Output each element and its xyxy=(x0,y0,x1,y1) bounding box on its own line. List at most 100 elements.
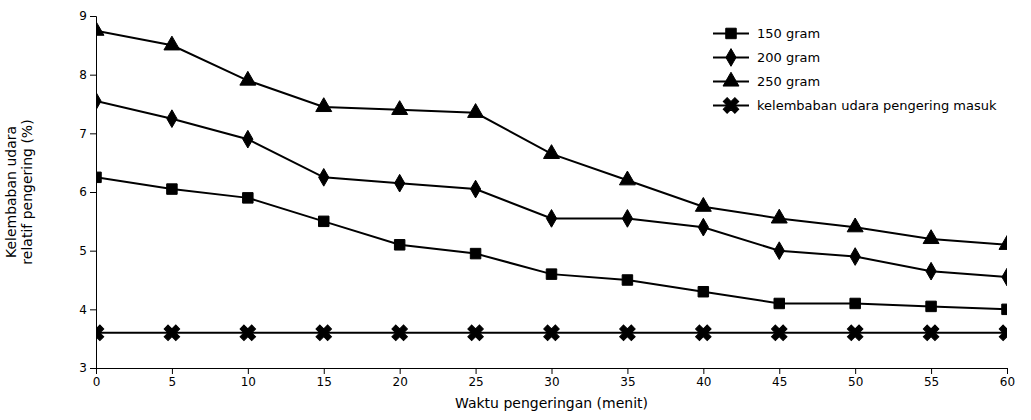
y-tick-label: 9 xyxy=(79,9,87,23)
series-marker xyxy=(164,36,180,50)
series-marker xyxy=(468,104,484,118)
x-axis-title: Waktu pengeringan (menit) xyxy=(455,395,648,411)
marks xyxy=(96,21,1007,344)
series-marker xyxy=(167,110,177,128)
x-tick-label: 0 xyxy=(93,375,101,389)
x-tick: 5 xyxy=(169,368,177,389)
series-line xyxy=(96,31,1007,245)
series-marker xyxy=(768,321,791,344)
series-marker xyxy=(544,145,560,159)
series-marker xyxy=(236,321,259,344)
x-tick-mark xyxy=(248,368,249,374)
y-axis-title-line: Kelembaban udara xyxy=(3,126,19,258)
series-line xyxy=(96,177,1007,309)
legend-marker xyxy=(726,28,736,38)
series-marker xyxy=(995,321,1007,344)
x-tick-label: 40 xyxy=(696,375,711,389)
series-marker xyxy=(243,130,253,148)
x-tick-label: 10 xyxy=(241,375,256,389)
y-tick-label: 3 xyxy=(79,361,87,375)
x-tick-mark xyxy=(476,368,477,374)
series-marker xyxy=(847,218,863,232)
series-marker xyxy=(319,169,329,187)
x-tick: 45 xyxy=(772,368,787,389)
series-marker xyxy=(850,248,860,266)
x-tick-label: 55 xyxy=(924,375,939,389)
x-tick: 40 xyxy=(696,368,711,389)
series-marker xyxy=(622,210,632,228)
series-marker xyxy=(919,321,942,344)
series-marker xyxy=(395,174,405,192)
series-marker xyxy=(616,321,639,344)
x-tick-label: 50 xyxy=(848,375,863,389)
plot: 0510152025303540455055603456789150 gram2… xyxy=(79,9,1018,388)
series-marker xyxy=(926,301,936,311)
series-marker xyxy=(546,210,556,228)
x-axis-line xyxy=(97,369,1008,375)
y-tick: 6 xyxy=(79,185,96,199)
series-marker xyxy=(771,209,787,223)
legend-label: kelembaban udara pengering masuk xyxy=(757,98,997,113)
legend-marker xyxy=(726,49,736,67)
x-tick: 10 xyxy=(241,368,256,389)
y-tick-mark xyxy=(90,251,96,252)
series-marker xyxy=(464,321,487,344)
series-marker xyxy=(1002,304,1007,314)
x-tick: 30 xyxy=(544,368,559,389)
series-marker xyxy=(774,298,784,308)
series-marker xyxy=(316,98,332,112)
x-tick-mark xyxy=(931,368,932,374)
x-tick-label: 25 xyxy=(468,375,483,389)
x-tick-mark xyxy=(172,368,173,374)
series-marker xyxy=(999,236,1007,250)
x-tick-mark xyxy=(779,368,780,374)
y-tick-mark xyxy=(90,368,96,369)
x-tick-label: 60 xyxy=(1000,375,1015,389)
x-tick-label: 35 xyxy=(620,375,635,389)
series-marker xyxy=(844,321,867,344)
legend-label: 250 gram xyxy=(757,74,820,89)
y-tick: 4 xyxy=(79,303,96,317)
x-tick-mark xyxy=(627,368,628,374)
x-tick-mark xyxy=(1007,368,1008,374)
series-marker xyxy=(540,321,563,344)
x-tick-label: 30 xyxy=(544,375,559,389)
y-tick-label: 5 xyxy=(79,244,87,258)
legend-item: 200 gram xyxy=(713,49,820,67)
x-tick: 35 xyxy=(620,368,635,389)
series-marker xyxy=(470,180,480,198)
x-tick: 0 xyxy=(93,368,101,389)
series-marker xyxy=(850,298,860,308)
legend-label: 150 gram xyxy=(757,26,820,41)
chart: 0510152025303540455055603456789150 gram2… xyxy=(0,0,1031,420)
y-tick: 3 xyxy=(79,361,96,375)
x-tick: 50 xyxy=(848,368,863,389)
y-tick-mark xyxy=(90,192,96,193)
x-tick-mark xyxy=(324,368,325,374)
series-marker xyxy=(698,286,708,296)
series-marker xyxy=(695,197,711,211)
y-tick: 5 xyxy=(79,244,96,258)
legend-item: 250 gram xyxy=(713,72,820,89)
series-marker xyxy=(394,240,404,250)
x-tick: 15 xyxy=(317,368,332,389)
x-tick-label: 15 xyxy=(317,375,332,389)
legend: 150 gram 200 gram 250 gram kelembaban udara… xyxy=(713,26,997,117)
y-tick-mark xyxy=(90,16,96,17)
y-axis: 3456789 xyxy=(79,9,96,375)
legend-marker xyxy=(723,72,739,86)
y-tick-mark xyxy=(90,309,96,310)
legend-marker xyxy=(719,94,742,117)
y-tick-label: 7 xyxy=(79,127,87,141)
y-axis-title-line: relatif pengering (%) xyxy=(19,119,35,264)
series-marker xyxy=(243,193,253,203)
y-axis-title: Kelembaban udararelatif pengering (%) xyxy=(3,119,36,264)
x-tick-mark xyxy=(400,368,401,374)
y-axis-line xyxy=(90,17,97,369)
x-tick-mark xyxy=(703,368,704,374)
legend-item: kelembaban udara pengering masuk xyxy=(713,94,997,117)
y-tick: 7 xyxy=(79,127,96,141)
series-marker xyxy=(619,171,635,185)
y-tick-label: 6 xyxy=(79,185,87,199)
x-tick: 25 xyxy=(468,368,483,389)
